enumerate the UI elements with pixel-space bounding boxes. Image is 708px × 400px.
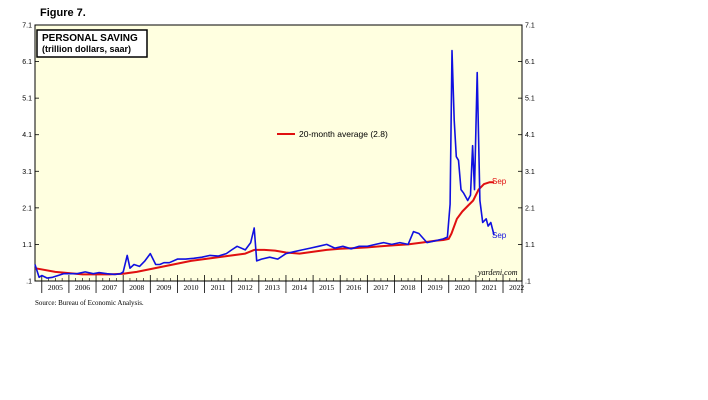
x-tick-label: 2021 xyxy=(482,283,497,292)
x-tick-label: 2016 xyxy=(346,283,361,292)
chart-title: PERSONAL SAVING xyxy=(42,33,138,44)
x-tick-label: 2005 xyxy=(48,283,63,292)
title-box: PERSONAL SAVING (trillion dollars, saar) xyxy=(36,29,148,58)
x-tick-label: 2009 xyxy=(156,283,171,292)
x-tick-label: 2015 xyxy=(319,283,334,292)
y-tick-label-left: 4.1 xyxy=(22,132,32,139)
x-tick-label: 2010 xyxy=(184,283,199,292)
y-tick-label-left: 5.1 xyxy=(22,96,32,103)
series-group xyxy=(34,49,495,279)
x-tick-label: 2020 xyxy=(455,283,470,292)
source-note: Source: Bureau of Economic Analysis. xyxy=(35,299,144,307)
y-tick-label-right: 5.1 xyxy=(525,96,535,103)
series-end-label-avg: Sep xyxy=(492,177,507,186)
series-line-20-month-average xyxy=(34,181,495,276)
x-axis-labels: 2005 2006 2007 2008 2009 2010 2011 2012 2013 2014… xyxy=(48,283,524,292)
x-tick-label: 2007 xyxy=(102,283,117,292)
plot-area xyxy=(34,24,523,282)
y-tick-label-right: 7.1 xyxy=(525,23,535,30)
x-tick-label: 2011 xyxy=(211,283,226,292)
x-tick-label: 2022 xyxy=(509,283,524,292)
series-line-personal-saving xyxy=(34,49,495,279)
axis-ticks xyxy=(35,24,523,293)
x-tick-label: 2014 xyxy=(292,283,307,292)
x-tick-label: 2012 xyxy=(238,283,253,292)
y-tick-label-right: 3.1 xyxy=(525,169,535,176)
y-tick-label-left: 6.1 xyxy=(22,59,32,66)
x-tick-label: 2017 xyxy=(373,283,388,292)
y-tick-label-right: .1 xyxy=(525,279,531,286)
y-axis-left-labels: .1 1.1 2.1 3.1 4.1 5.1 6.1 7.1 xyxy=(22,23,32,286)
x-tick-label: 2008 xyxy=(129,283,144,292)
legend-label-avg: 20-month average (2.8) xyxy=(299,129,388,139)
x-tick-label: 2006 xyxy=(75,283,90,292)
x-tick-label: 2018 xyxy=(401,283,416,292)
x-tick-label: 2019 xyxy=(428,283,443,292)
x-tick-label: 2013 xyxy=(265,283,280,292)
y-tick-label-left: 3.1 xyxy=(22,169,32,176)
legend: 20-month average (2.8) xyxy=(277,129,388,139)
figure-label: Figure 7. xyxy=(40,7,86,19)
y-tick-label-left: 1.1 xyxy=(22,242,32,249)
y-tick-label-right: 6.1 xyxy=(525,59,535,66)
y-tick-label-left: 2.1 xyxy=(22,205,32,212)
y-tick-label-right: 2.1 xyxy=(525,205,535,212)
y-tick-label-right: 4.1 xyxy=(525,132,535,139)
series-end-label-main: Sep xyxy=(492,231,507,240)
chart-subtitle: (trillion dollars, saar) xyxy=(42,44,131,54)
y-tick-label-left: 7.1 xyxy=(22,23,32,30)
y-tick-label-left: .1 xyxy=(26,279,32,286)
y-tick-label-right: 1.1 xyxy=(525,242,535,249)
y-axis-right-labels: .1 1.1 2.1 3.1 4.1 5.1 6.1 7.1 xyxy=(525,23,535,286)
watermark: yardeni.com xyxy=(477,268,518,277)
title-box-frame xyxy=(36,29,148,58)
chart: .1 1.1 2.1 3.1 4.1 5.1 6.1 7.1 .1 1.1 2.1 3.1 4.1 5.… xyxy=(22,23,535,293)
